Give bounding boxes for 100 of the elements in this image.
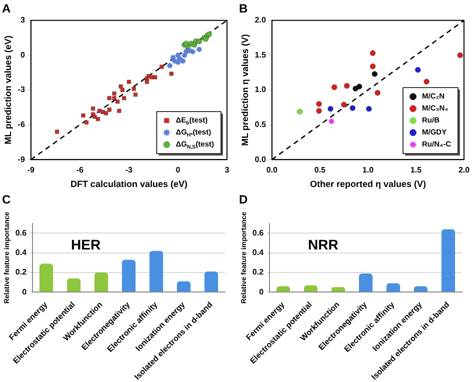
x-tick-label: -3 [125, 166, 134, 175]
point [120, 88, 125, 92]
bar [441, 229, 456, 292]
annotation: HER [71, 236, 101, 252]
bar [39, 264, 54, 292]
point [112, 96, 116, 100]
point [116, 108, 122, 114]
point [356, 84, 362, 90]
point [331, 84, 338, 90]
bar [304, 285, 318, 292]
point [296, 108, 303, 115]
point [112, 91, 116, 96]
point [196, 38, 202, 44]
bar [149, 250, 164, 292]
point [414, 66, 421, 73]
point [171, 58, 178, 64]
point [181, 52, 188, 59]
x-tick-label: 0.0 [266, 166, 278, 175]
x-tick-label: 0 [176, 166, 181, 175]
point [174, 58, 182, 66]
point [344, 82, 350, 89]
point [372, 71, 378, 77]
point [54, 130, 60, 134]
point [328, 118, 335, 125]
bar [176, 281, 191, 292]
y-tick-label: 0 [22, 287, 28, 296]
point [133, 92, 138, 97]
bar [204, 271, 218, 292]
chart-title: D [239, 192, 248, 207]
point [366, 106, 372, 112]
y-tick-label: 0 [259, 287, 264, 296]
point [159, 64, 164, 69]
point [152, 75, 158, 80]
point [122, 96, 126, 100]
bar [122, 260, 136, 292]
point [352, 86, 358, 92]
point [81, 113, 86, 118]
y-axis-title: ML prediction values (eV) [2, 36, 13, 144]
y-tick-label: 0.2 [15, 268, 28, 277]
chart-title: C [2, 192, 11, 207]
point [107, 108, 112, 112]
y-tick-label: 0.6 [15, 228, 28, 238]
x-tick-label: -9 [27, 166, 36, 175]
point [132, 86, 136, 91]
y-tick-label: 0.0 [254, 154, 266, 164]
x-axis-title: Other reported η values (V) [310, 179, 426, 190]
bar [94, 272, 108, 292]
point [182, 48, 190, 56]
y-tick-label: 0.6 [252, 228, 264, 238]
y-tick-label: 0.2 [252, 268, 264, 277]
point [424, 78, 430, 85]
point [370, 50, 376, 56]
point [92, 114, 97, 119]
annotation: NRR [308, 236, 338, 252]
x-tick-label: -6 [76, 166, 84, 175]
point [118, 84, 123, 89]
point [457, 52, 464, 58]
bar [331, 287, 346, 292]
y-tick-label: -3 [18, 85, 26, 94]
point [374, 90, 381, 96]
y-tick-label: 1.0 [254, 85, 266, 94]
y-tick-label: 3 [20, 16, 26, 25]
x-tick-label: 0.5 [314, 166, 326, 175]
point [84, 120, 89, 125]
point [176, 55, 184, 62]
point [166, 62, 174, 70]
y-tick-label: 0.4 [252, 248, 264, 258]
chart-title: A [2, 2, 11, 16]
y-tick-label: 2.0 [254, 16, 266, 25]
bar [66, 278, 81, 292]
point [186, 47, 193, 54]
point [174, 52, 182, 59]
point [370, 63, 376, 70]
point [316, 100, 322, 107]
point [96, 116, 100, 122]
point [341, 102, 347, 108]
point [90, 106, 96, 111]
point [126, 80, 132, 84]
x-tick-label: 3 [224, 166, 230, 175]
point [316, 108, 322, 114]
point [328, 106, 334, 112]
bar [358, 273, 373, 292]
point [115, 99, 120, 104]
point [169, 72, 174, 76]
point [179, 58, 186, 64]
x-tick-label: 1.5 [410, 166, 422, 175]
point [104, 111, 108, 116]
point [196, 46, 203, 53]
bar [414, 286, 428, 292]
y-tick-label: 0.4 [15, 248, 28, 258]
point [100, 110, 105, 114]
chart-title: B [239, 2, 248, 16]
y-tick-label: -6 [18, 120, 26, 130]
x-tick-label: 2.0 [458, 166, 470, 175]
point [350, 105, 356, 112]
bar [386, 283, 400, 292]
y-tick-label: 1.5 [254, 50, 266, 60]
x-axis-title: DFT calculation values (eV) [70, 179, 188, 190]
point [170, 54, 176, 61]
x-tick-label: 1.0 [362, 166, 374, 175]
